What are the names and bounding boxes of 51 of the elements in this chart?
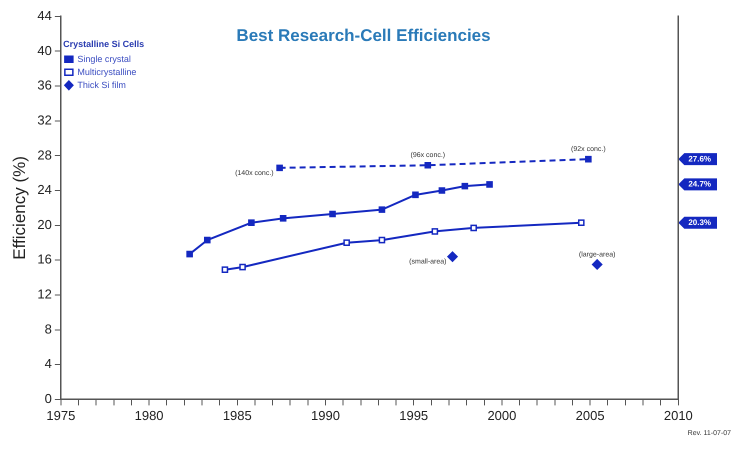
- y-tick-label: 0: [44, 390, 52, 406]
- point: [329, 210, 336, 218]
- point: [592, 259, 602, 270]
- y-tick-label: 8: [44, 321, 52, 336]
- point: [204, 236, 211, 244]
- point: [378, 206, 386, 213]
- point: [438, 187, 446, 194]
- y-tick-label: 16: [37, 252, 52, 267]
- y2-tick-label: 24.7%: [688, 180, 712, 189]
- x-tick-label: 1990: [311, 408, 340, 423]
- point: [343, 239, 350, 246]
- text: Best Research-Cell Efficiencies: [236, 26, 491, 45]
- y-axis-title: Efficiency (%): [10, 156, 29, 260]
- point: [585, 156, 592, 162]
- x-tick-label: 2010: [664, 408, 693, 423]
- point: [248, 219, 255, 226]
- point: [470, 224, 477, 232]
- legend-label: Thick Si film: [77, 80, 126, 90]
- point: [462, 182, 468, 190]
- y-tick-label: 32: [37, 112, 52, 128]
- legend-label: Multicrystalline: [77, 66, 136, 77]
- point: [578, 219, 585, 226]
- legend-title: Crystalline Si Cells: [63, 38, 144, 49]
- x-tick-label: 1975: [46, 408, 76, 423]
- x-tick-label: 2005: [576, 408, 605, 423]
- point: [447, 251, 458, 262]
- legend-label: Single crystal: [77, 54, 131, 64]
- y-tick-label: 40: [37, 42, 52, 58]
- y-tick-label: 44: [37, 8, 52, 23]
- x-tick-label: 2000: [487, 408, 516, 423]
- y-tick-label: 20: [37, 216, 52, 232]
- point: [186, 250, 193, 258]
- x-tick-label: 1995: [399, 408, 428, 423]
- point: [424, 162, 432, 169]
- y2-tick-label: 20.3%: [688, 218, 712, 227]
- point: [239, 264, 246, 270]
- point: [412, 192, 419, 198]
- y-tick-label: 36: [37, 78, 52, 93]
- point: [432, 228, 438, 235]
- x-tick-label: 1985: [222, 408, 252, 423]
- y-tick-label: 24: [37, 182, 52, 198]
- point: [222, 266, 228, 273]
- y-tick-label: 4: [44, 356, 52, 372]
- y-tick-label: 12: [37, 286, 52, 302]
- point: [276, 164, 283, 172]
- point: [486, 181, 493, 188]
- point: [280, 215, 286, 222]
- y2-tick-label: 27.6%: [688, 154, 712, 164]
- y-tick-label: 28: [37, 147, 52, 162]
- x-tick-label: 1980: [134, 408, 164, 423]
- point: [378, 236, 386, 244]
